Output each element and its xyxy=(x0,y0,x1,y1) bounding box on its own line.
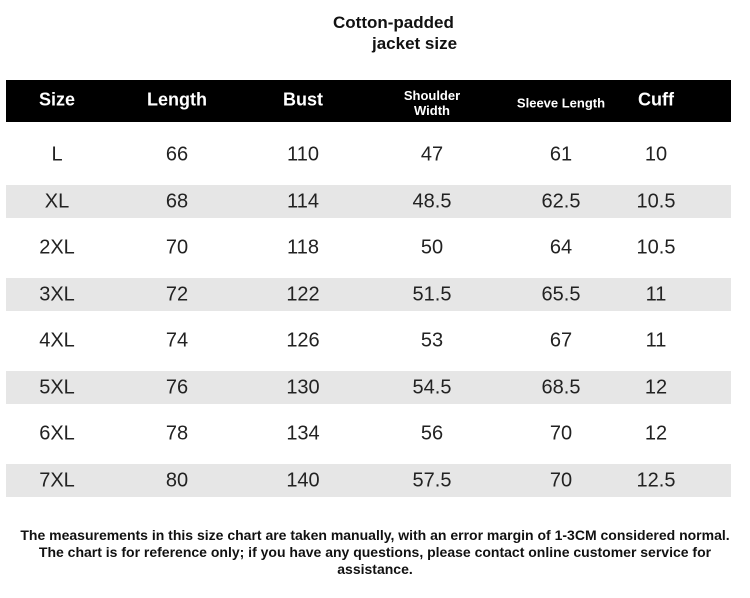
table-cell: 47 xyxy=(420,143,444,166)
header-cell: Size xyxy=(38,89,76,110)
note-line: assistance. xyxy=(337,561,413,577)
table-cell: 126 xyxy=(286,329,320,352)
header-cell: Length xyxy=(147,89,207,110)
header-cell: Shoulder Width xyxy=(403,88,461,118)
table-cell: 64 xyxy=(549,236,573,259)
table-cell: L xyxy=(51,143,63,166)
note-line: The measurements in this size chart are … xyxy=(20,527,730,543)
table-cell: 3XL xyxy=(39,283,75,305)
table-cell: 70 xyxy=(549,422,573,445)
row-band xyxy=(6,278,731,311)
table-cell: 12.5 xyxy=(636,469,676,491)
table-cell: 56 xyxy=(420,422,444,445)
table-cell: 72 xyxy=(165,283,189,305)
table-cell: 118 xyxy=(287,236,319,259)
header-cell: Sleeve Length xyxy=(516,95,606,111)
table-cell: 70 xyxy=(165,236,189,259)
table-cell: 10.5 xyxy=(636,236,676,259)
table-cell: 53 xyxy=(420,329,444,352)
table-cell: 54.5 xyxy=(412,376,452,398)
row-band xyxy=(6,464,731,497)
table-cell: 80 xyxy=(165,469,189,491)
table-cell: 57.5 xyxy=(412,469,452,491)
title-line: Cotton-padded xyxy=(333,13,454,32)
title-line: jacket size xyxy=(372,34,458,53)
table-cell: 65.5 xyxy=(541,283,581,305)
table-cell: 4XL xyxy=(39,329,75,352)
row-band xyxy=(6,185,731,218)
table-cell: 114 xyxy=(287,190,319,212)
table-cell: 7XL xyxy=(39,469,75,491)
table-cell: 74 xyxy=(165,329,189,352)
table-cell: 11 xyxy=(645,329,667,352)
header-cell: Cuff xyxy=(638,89,674,110)
table-cell: 5XL xyxy=(39,376,75,398)
table-cell: 68 xyxy=(165,190,189,212)
table-cell: 2XL xyxy=(39,236,75,259)
table-cell: 130 xyxy=(286,376,320,398)
table-cell: 110 xyxy=(287,143,319,166)
table-cell: 61 xyxy=(549,143,573,166)
table-cell: 12 xyxy=(644,422,668,445)
table-cell: 10 xyxy=(644,143,668,166)
table-cell: 6XL xyxy=(39,422,75,445)
table-cell: 62.5 xyxy=(541,190,581,212)
table-cell: XL xyxy=(44,190,70,212)
table-cell: 134 xyxy=(286,422,320,445)
table-cell: 140 xyxy=(286,469,320,491)
table-cell: 51.5 xyxy=(412,283,452,305)
table-cell: 11 xyxy=(645,283,667,305)
note-line: The chart is for reference only; if you … xyxy=(38,544,712,560)
table-cell: 68.5 xyxy=(541,376,581,398)
header-cell: Bust xyxy=(283,89,323,110)
table-cell: 66 xyxy=(165,143,189,166)
table-cell: 122 xyxy=(286,283,320,305)
table-cell: 12 xyxy=(644,376,668,398)
table-cell: 70 xyxy=(549,469,573,491)
table-cell: 10.5 xyxy=(636,190,676,212)
row-band xyxy=(6,371,731,404)
table-cell: 48.5 xyxy=(412,190,452,212)
table-cell: 76 xyxy=(165,376,189,398)
table-cell: 67 xyxy=(549,329,573,352)
header-bar xyxy=(6,80,731,122)
table-cell: 50 xyxy=(420,236,444,259)
table-cell: 78 xyxy=(165,422,189,445)
